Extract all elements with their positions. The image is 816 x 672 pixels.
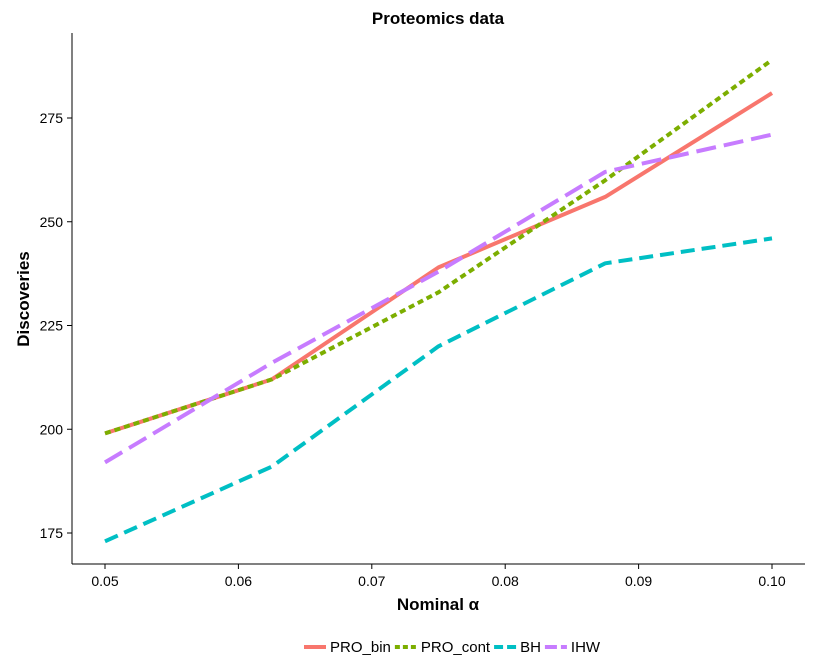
y-axis: 175 200 225 250 275 — [40, 110, 72, 541]
series-line-ihw — [103, 132, 773, 465]
legend-item-pro-bin: PRO_bin — [304, 639, 391, 656]
x-tick-label: 0.06 — [225, 573, 252, 589]
plot-area — [103, 58, 774, 544]
legend-label: PRO_bin — [330, 639, 391, 656]
y-tick-label: 200 — [40, 421, 64, 437]
x-tick-label: 0.10 — [758, 573, 785, 589]
legend-label: BH — [520, 639, 541, 656]
x-tick-label: 0.07 — [358, 573, 385, 589]
legend-item-bh: BH — [494, 639, 541, 656]
y-axis-title: Discoveries — [14, 251, 33, 346]
legend-item-pro-cont: PRO_cont — [394, 639, 491, 656]
x-tick-label: 0.05 — [91, 573, 118, 589]
legend-label: IHW — [571, 639, 601, 656]
x-tick-label: 0.09 — [625, 573, 652, 589]
chart-title: Proteomics data — [372, 9, 505, 28]
legend-item-ihw: IHW — [544, 639, 601, 656]
x-tick-label: 0.08 — [492, 573, 519, 589]
legend-label: PRO_cont — [421, 639, 491, 656]
x-axis: 0.05 0.06 0.07 0.08 0.09 0.10 — [91, 564, 786, 589]
y-tick-label: 250 — [40, 214, 64, 230]
y-tick-label: 175 — [40, 525, 64, 541]
x-axis-title: Nominal α — [397, 595, 480, 614]
y-tick-label: 225 — [40, 318, 64, 334]
series-line-bh — [104, 236, 773, 544]
series-line-pro-bin — [104, 91, 774, 436]
y-tick-label: 275 — [40, 110, 64, 126]
series-line-pro-cont — [104, 58, 774, 436]
legend: PRO_bin PRO_cont BH IHW — [304, 639, 601, 656]
